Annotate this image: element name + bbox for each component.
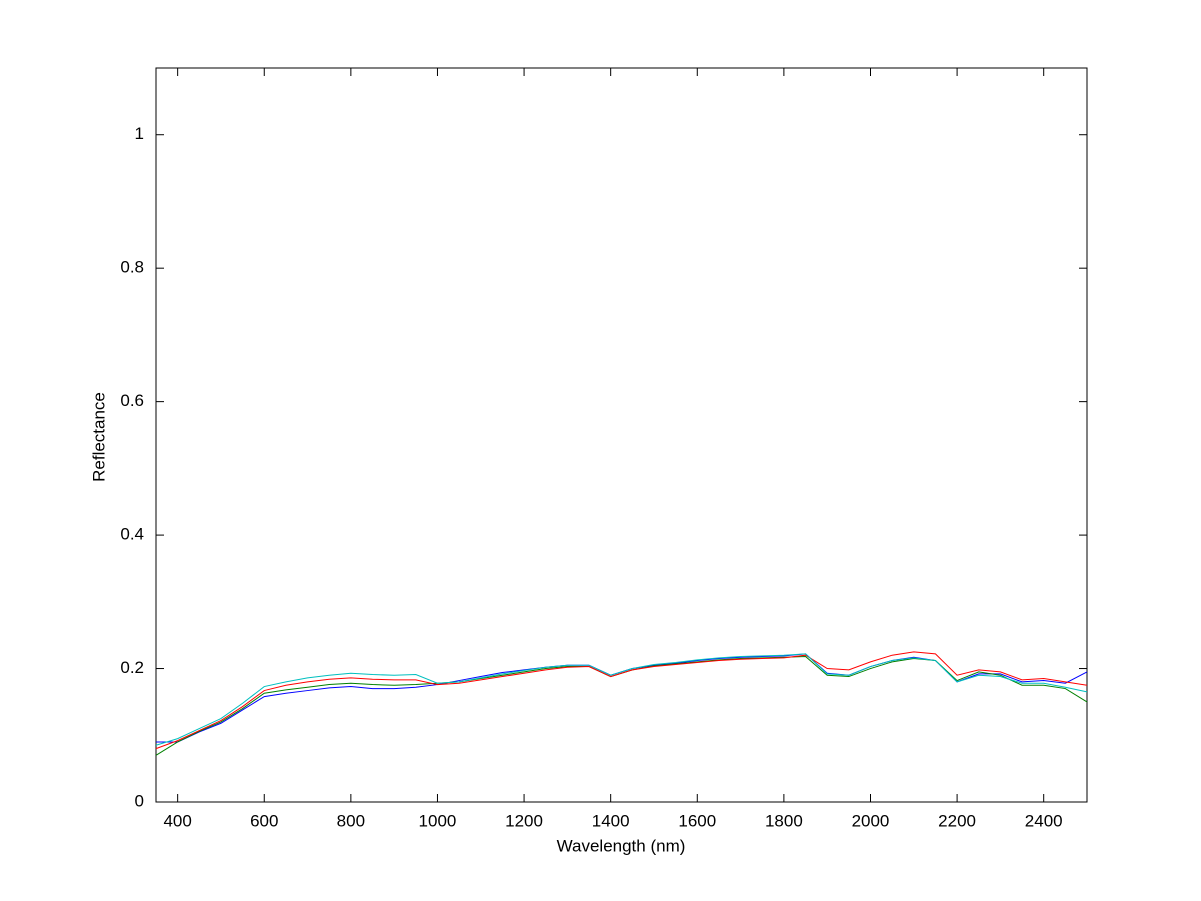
y-tick-label: 0.8 bbox=[120, 258, 144, 277]
x-tick-label: 800 bbox=[337, 811, 365, 830]
x-tick-label: 2400 bbox=[1025, 811, 1063, 830]
y-tick-label: 0 bbox=[135, 791, 144, 810]
x-tick-label: 1000 bbox=[419, 811, 457, 830]
x-tick-label: 600 bbox=[250, 811, 278, 830]
series-line bbox=[155, 653, 1088, 746]
x-tick-label: 1800 bbox=[765, 811, 803, 830]
y-tick-label: 1 bbox=[135, 124, 144, 143]
plot-frame bbox=[155, 67, 1088, 803]
y-tick-label: 0.4 bbox=[120, 525, 144, 544]
y-axis-label: Reflectance bbox=[89, 392, 108, 482]
x-tick-label: 2200 bbox=[938, 811, 976, 830]
x-tick-label: 1200 bbox=[505, 811, 543, 830]
series-line bbox=[155, 651, 1088, 750]
x-tick-label: 1600 bbox=[678, 811, 716, 830]
x-tick-label: 400 bbox=[163, 811, 191, 830]
x-tick-label: 2000 bbox=[852, 811, 890, 830]
x-tick-label: 1400 bbox=[592, 811, 630, 830]
y-tick-label: 0.2 bbox=[120, 658, 144, 677]
y-tick-label: 0.6 bbox=[120, 391, 144, 410]
x-axis-label: Wavelength (nm) bbox=[557, 836, 686, 855]
